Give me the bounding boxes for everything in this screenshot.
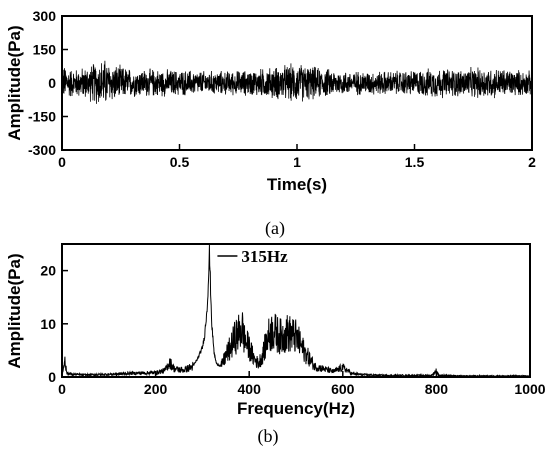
y-tick-label: 300 <box>33 8 57 24</box>
chart-b: 0 200 400 600 800 1000 0 10 20 315Hz Frequency(… <box>5 243 546 447</box>
chart-a-xlabel: Time(s) <box>267 175 327 194</box>
x-tick-label: 200 <box>144 381 168 397</box>
x-tick-label: 2 <box>528 154 536 170</box>
chart-b-frame <box>61 243 531 378</box>
y-tick-label: 20 <box>40 263 56 279</box>
x-tick-label: 0 <box>58 381 66 397</box>
x-tick-label: 1 <box>293 154 301 170</box>
x-tick-label: 800 <box>425 381 449 397</box>
series-line <box>61 244 531 378</box>
chart-b-trace <box>61 244 531 378</box>
y-tick-label: -150 <box>28 109 56 125</box>
chart-a-ylabel: Amplitude(Pa) <box>5 25 24 140</box>
chart-b-annotation: 315Hz <box>241 247 288 266</box>
chart-a-xticks: 0 0.5 1 1.5 2 <box>58 144 536 170</box>
chart-b-xticks: 0 200 400 600 800 1000 <box>58 371 546 397</box>
chart-a: 0 0.5 1 1.5 2 -300 -150 0 150 300 Time(s) Amplit… <box>5 8 536 239</box>
x-tick-label: 1.5 <box>405 154 425 170</box>
x-tick-label: 400 <box>238 381 262 397</box>
chart-b-panel-label: (b) <box>258 426 279 447</box>
x-tick-label: 0 <box>58 154 66 170</box>
chart-b-xlabel: Frequency(Hz) <box>237 399 355 418</box>
y-tick-label: -300 <box>28 142 56 158</box>
chart-a-panel-label: (a) <box>265 218 285 239</box>
y-tick-label: 0 <box>48 369 56 385</box>
series-line <box>61 60 533 104</box>
x-tick-label: 0.5 <box>170 154 190 170</box>
y-tick-label: 150 <box>33 42 57 58</box>
chart-a-yticks: -300 -150 0 150 300 <box>28 8 68 158</box>
chart-a-trace <box>61 60 533 104</box>
chart-b-yticks: 0 10 20 <box>40 263 68 385</box>
y-tick-label: 10 <box>40 316 56 332</box>
chart-b-ylabel: Amplitude(Pa) <box>5 253 24 368</box>
x-tick-label: 1000 <box>514 381 545 397</box>
y-tick-label: 0 <box>48 75 56 91</box>
x-tick-label: 600 <box>331 381 355 397</box>
